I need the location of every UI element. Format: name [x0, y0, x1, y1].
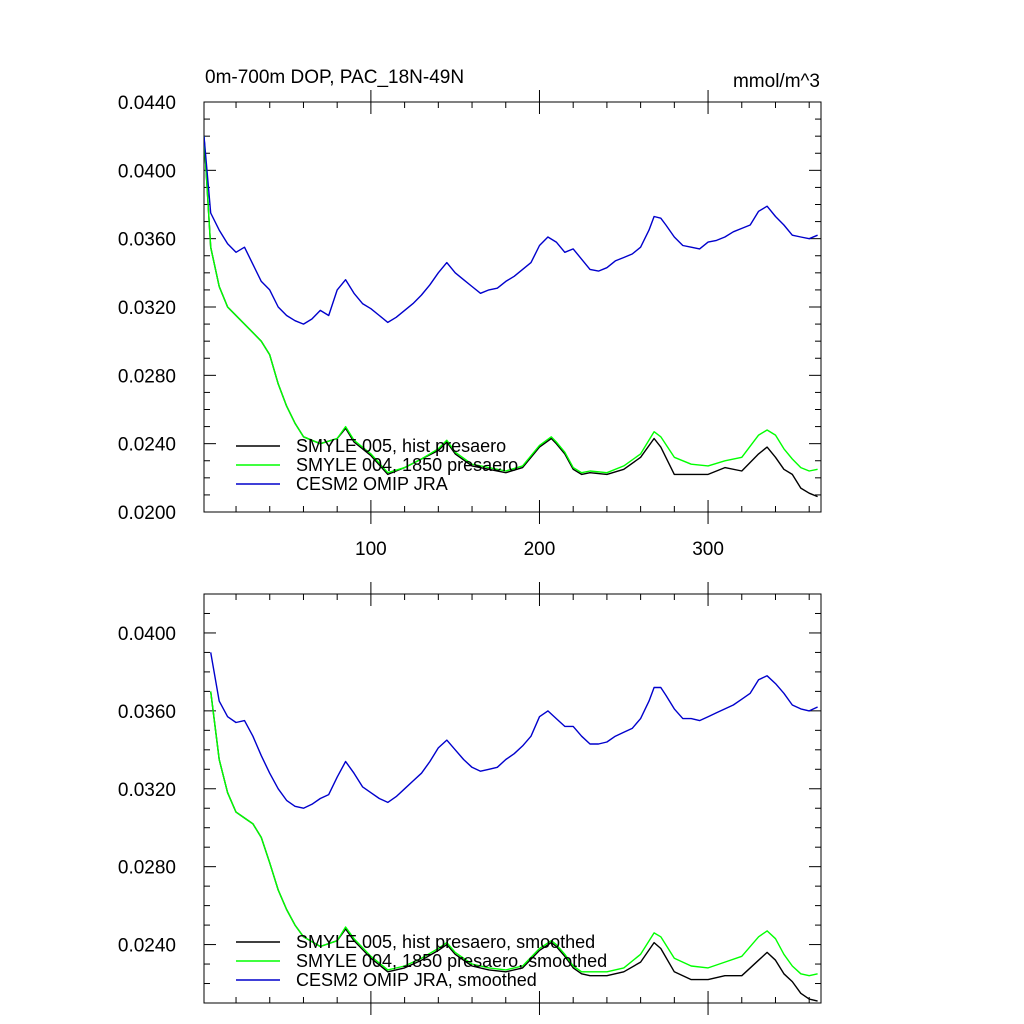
series-line-2: [210, 691, 818, 977]
y-tick-label: 0.0400: [118, 624, 176, 645]
y-tick-label: 0.0400: [118, 161, 176, 182]
x-tick-label: 200: [524, 539, 556, 560]
legend-label-2: SMYLE 004, 1850 presaero, smoothed: [296, 951, 607, 971]
units-label: mmol/m^3: [733, 71, 820, 92]
y-tick-label: 0.0240: [118, 936, 176, 957]
bottom-chart-panel: 0.0240 0.0280 0.0320 0.0360 0.0400 SMYLE 005,…: [118, 582, 822, 1015]
chart-title: 0m-700m DOP, PAC_18N-49N: [205, 67, 464, 88]
y-tick-label: 0.0360: [118, 230, 176, 251]
y-tick-label: 0.0320: [118, 298, 176, 319]
legend-label-3: CESM2 OMIP JRA, smoothed: [296, 970, 537, 990]
legend-label-3: CESM2 OMIP JRA: [296, 474, 448, 494]
y-tick-label: 0.0280: [118, 858, 176, 879]
legend-label-1: SMYLE 005, hist presaero: [296, 436, 506, 456]
x-tick-label: 100: [355, 539, 387, 560]
y-tick-label: 0.0200: [118, 503, 176, 524]
legend-label-2: SMYLE 004, 1850 presaero: [296, 455, 518, 475]
plot-frame: [203, 593, 822, 1004]
x-tick-label: 300: [692, 539, 724, 560]
y-tick-label: 0.0240: [118, 435, 176, 456]
y-tick-label: 0.0320: [118, 780, 176, 801]
series-line-2: [204, 136, 818, 474]
legend-label-1: SMYLE 005, hist presaero, smoothed: [296, 932, 595, 952]
y-tick-label: 0.0280: [118, 366, 176, 387]
top-chart-panel: 0m-700m DOP, PAC_18N-49N mmol/m^3 0.0200…: [118, 67, 822, 560]
series-line-3: [204, 136, 818, 325]
series-line-3: [210, 652, 818, 809]
y-tick-label: 0.0440: [118, 93, 176, 114]
y-tick-label: 0.0360: [118, 702, 176, 723]
